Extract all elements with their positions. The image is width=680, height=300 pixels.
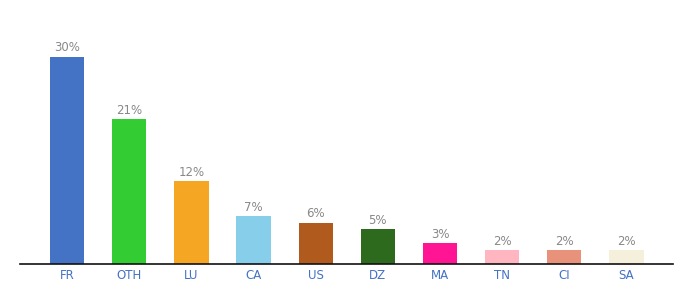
Text: 2%: 2%: [493, 235, 511, 248]
Bar: [361, 230, 395, 264]
Bar: [174, 181, 209, 264]
Text: 30%: 30%: [54, 41, 80, 54]
Text: 6%: 6%: [307, 207, 325, 220]
Text: 2%: 2%: [617, 235, 636, 248]
Bar: [112, 119, 146, 264]
Text: 5%: 5%: [369, 214, 387, 227]
Text: 7%: 7%: [244, 200, 263, 214]
Bar: [423, 243, 457, 264]
Bar: [237, 216, 271, 264]
Text: 2%: 2%: [555, 235, 574, 248]
Bar: [50, 56, 84, 264]
Bar: [609, 250, 643, 264]
Bar: [485, 250, 520, 264]
Text: 21%: 21%: [116, 104, 142, 117]
Text: 12%: 12%: [178, 166, 205, 179]
Text: 3%: 3%: [430, 228, 449, 241]
Bar: [299, 223, 333, 264]
Bar: [547, 250, 581, 264]
